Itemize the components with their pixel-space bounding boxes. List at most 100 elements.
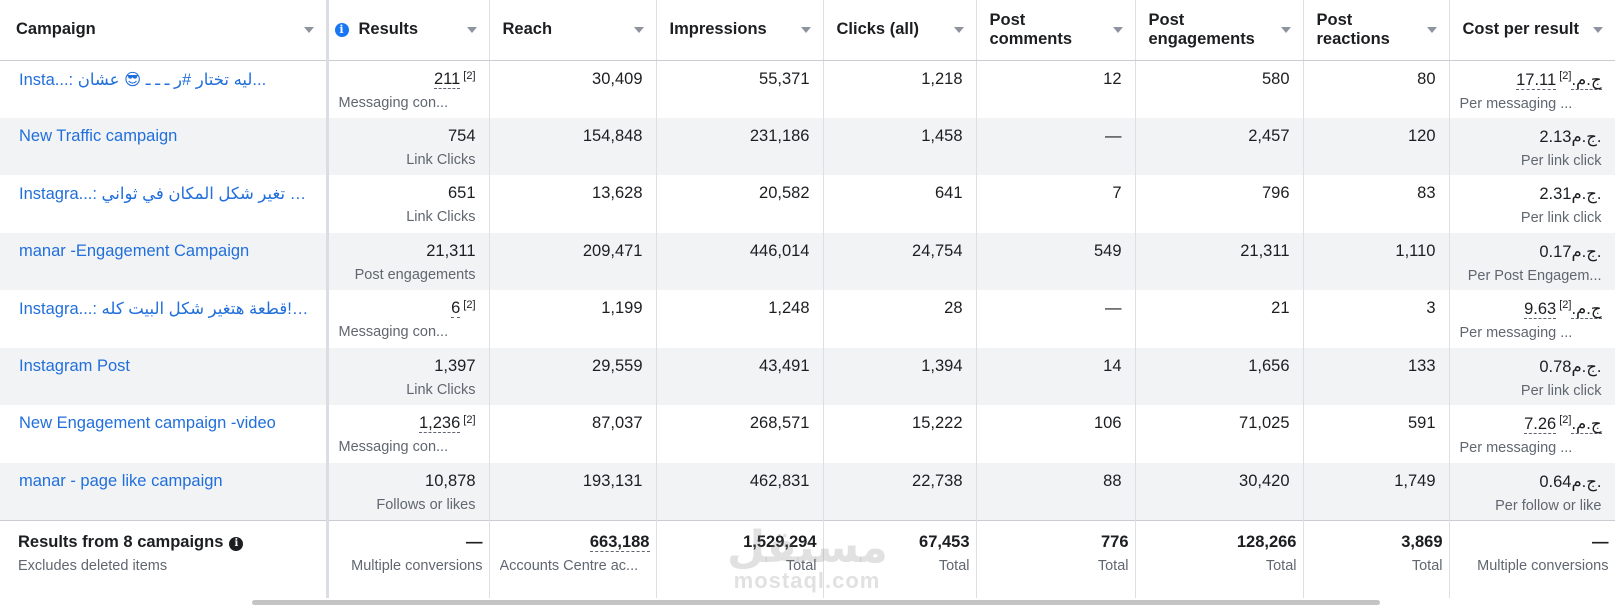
reach-value: 87,037 <box>592 414 643 432</box>
table-row[interactable]: New Engagement campaign -video 1,236 [2] … <box>0 405 1615 463</box>
column-header-post-reactions[interactable]: Post reactions <box>1303 0 1450 61</box>
table-row[interactable]: manar - page like campaign 10,878 Follow… <box>0 462 1615 520</box>
table-row[interactable]: Instagra...: قطعة هتغير شكل البيت كله! 🔥… <box>0 290 1615 348</box>
cost-type: Per messaging ... <box>1459 440 1573 456</box>
post-comments-value: — <box>1105 126 1122 145</box>
summary-cell-results: — Multiple conversions <box>327 519 490 598</box>
table-row[interactable]: Instagram Post 1,397 Link Clicks 29,559 4… <box>0 347 1615 405</box>
sort-caret-icon[interactable] <box>953 27 964 33</box>
impressions-cell: 55,371 <box>656 60 824 118</box>
column-header-impressions[interactable]: Impressions <box>656 0 824 61</box>
summary-value: — <box>1592 532 1609 551</box>
footnote-marker: [2] <box>463 414 476 426</box>
column-header-label: Clicks (all) <box>836 20 920 39</box>
campaign-name-link[interactable]: manar -Engagement Campaign <box>19 241 250 260</box>
cost-type: Per link click <box>1520 152 1602 169</box>
table-row[interactable]: New Traffic campaign 754 Link Clicks 154… <box>0 117 1615 175</box>
campaign-name-link[interactable]: manar - page like campaign <box>19 471 223 490</box>
summary-reach-value[interactable]: 663,188 <box>589 532 650 552</box>
post-comments-value: 106 <box>1093 414 1122 432</box>
column-header-cost-per-result[interactable]: Cost per result <box>1449 0 1615 61</box>
post-engagements-value: 21 <box>1271 299 1290 317</box>
post-comments-value: 549 <box>1093 241 1122 260</box>
clicks-cell: 1,394 <box>823 347 977 405</box>
info-icon[interactable]: i <box>334 22 349 37</box>
results-value-line: 10,878 <box>339 472 475 491</box>
cost-value[interactable]: 17.11ج.م. <box>1516 70 1602 90</box>
sort-caret-icon[interactable] <box>1112 27 1123 33</box>
column-header-clicks[interactable]: Clicks (all) <box>823 0 977 61</box>
cost-cell: 0.64ج.م. Per follow or like <box>1449 462 1615 520</box>
impressions-cell: 20,582 <box>656 175 824 233</box>
campaign-name-link[interactable]: Instagra...: ازاي تغير شكل المكان في ثوا… <box>19 185 313 203</box>
reach-cell: 87,037 <box>489 405 657 463</box>
sort-caret-icon[interactable] <box>800 27 811 33</box>
clicks-value: 15,222 <box>912 414 963 432</box>
cost-type: Per follow or like <box>1495 497 1602 514</box>
campaign-cell: Instagra...: ازاي تغير شكل المكان في ثوا… <box>0 175 329 233</box>
campaign-cell: Instagra...: قطعة هتغير شكل البيت كله! 🔥… <box>0 290 329 348</box>
results-cell: 754 Link Clicks <box>327 117 490 175</box>
impressions-value: 268,571 <box>749 414 810 432</box>
sort-caret-icon[interactable] <box>633 27 644 33</box>
result-type: Link Clicks <box>406 381 476 398</box>
results-value[interactable]: 6 <box>451 299 461 318</box>
sort-caret-icon[interactable] <box>1426 27 1437 33</box>
table-row[interactable]: manar -Engagement Campaign 21,311 Post e… <box>0 232 1615 290</box>
post-reactions-cell: 1,749 <box>1303 462 1450 520</box>
results-value[interactable]: 211 <box>433 69 461 89</box>
post-engagements-value: 1,656 <box>1248 356 1290 375</box>
post-comments-value: 88 <box>1103 471 1122 490</box>
table-body: Insta...: ليه تختار #ر ـ ـ ـ 😎 عشان... 2… <box>0 60 1615 520</box>
clicks-value: 22,738 <box>912 471 963 490</box>
cost-value: 0.17ج.م. <box>1539 242 1602 261</box>
results-value-line: 651 <box>339 184 476 203</box>
column-header-reach[interactable]: Reach <box>489 0 657 61</box>
campaign-name-link[interactable]: Insta...: ليه تختار #ر ـ ـ ـ 😎 عشان... <box>19 70 267 89</box>
sort-caret-icon[interactable] <box>303 27 314 33</box>
results-cell: 1,397 Link Clicks <box>327 347 490 405</box>
table-row[interactable]: Insta...: ليه تختار #ر ـ ـ ـ 😎 عشان... 2… <box>0 60 1615 118</box>
clicks-value: 24,754 <box>912 241 963 260</box>
horizontal-scrollbar[interactable] <box>252 600 1380 605</box>
results-value[interactable]: 1,236 <box>418 414 461 433</box>
info-icon[interactable]: i <box>229 536 244 551</box>
column-header-post-comments[interactable]: Post comments <box>976 0 1136 61</box>
summary-value: — <box>466 532 483 551</box>
campaign-name-link[interactable]: Instagram Post <box>19 356 130 375</box>
cost-value-line: 7.26ج.م.[2] <box>1460 414 1602 434</box>
post-reactions-value: 3 <box>1426 299 1436 317</box>
cost-value[interactable]: 9.63ج.م. <box>1524 300 1602 319</box>
impressions-value: 55,371 <box>759 69 810 88</box>
table-row[interactable]: Instagra...: ازاي تغير شكل المكان في ثوا… <box>0 175 1615 233</box>
post-reactions-value: 1,749 <box>1394 471 1436 490</box>
reach-value: 193,131 <box>582 471 643 490</box>
clicks-cell: 22,738 <box>823 462 977 520</box>
post-engagements-value: 796 <box>1261 184 1290 202</box>
clicks-cell: 1,218 <box>823 60 977 118</box>
sort-caret-icon[interactable] <box>1280 27 1291 33</box>
table-header-row: Campaign i Results Reach Impressions Clic… <box>0 0 1615 61</box>
sort-caret-icon[interactable] <box>1592 27 1603 33</box>
campaign-name-link[interactable]: Instagra...: قطعة هتغير شكل البيت كله! 🔥… <box>19 300 313 318</box>
footnote-marker: [2] <box>1559 299 1572 311</box>
column-header-post-engagements[interactable]: Post engagements <box>1135 0 1304 61</box>
post-engagements-cell: 71,025 <box>1135 405 1304 463</box>
result-type: Messaging con... <box>338 324 449 340</box>
impressions-value: 462,831 <box>749 471 810 490</box>
cost-value[interactable]: 7.26ج.م. <box>1524 415 1602 434</box>
column-header-results[interactable]: i Results <box>327 0 490 61</box>
column-header-campaign[interactable]: Campaign <box>0 0 329 61</box>
result-type: Messaging con... <box>338 94 449 111</box>
clicks-cell: 15,222 <box>823 405 977 463</box>
summary-label: Multiple conversions <box>1477 557 1609 574</box>
column-header-label: Post comments <box>989 10 1073 48</box>
campaign-name-link[interactable]: New Engagement campaign -video <box>19 414 276 432</box>
results-value-line: 6 [2] <box>339 299 476 318</box>
cost-value: 2.13ج.م. <box>1539 127 1602 146</box>
campaign-name-link[interactable]: New Traffic campaign <box>19 126 178 145</box>
cost-cell: 2.13ج.م. Per link click <box>1449 117 1615 175</box>
sort-caret-icon[interactable] <box>466 27 477 33</box>
summary-label: Total <box>785 557 817 574</box>
campaign-cell: Insta...: ليه تختار #ر ـ ـ ـ 😎 عشان... <box>0 60 329 118</box>
